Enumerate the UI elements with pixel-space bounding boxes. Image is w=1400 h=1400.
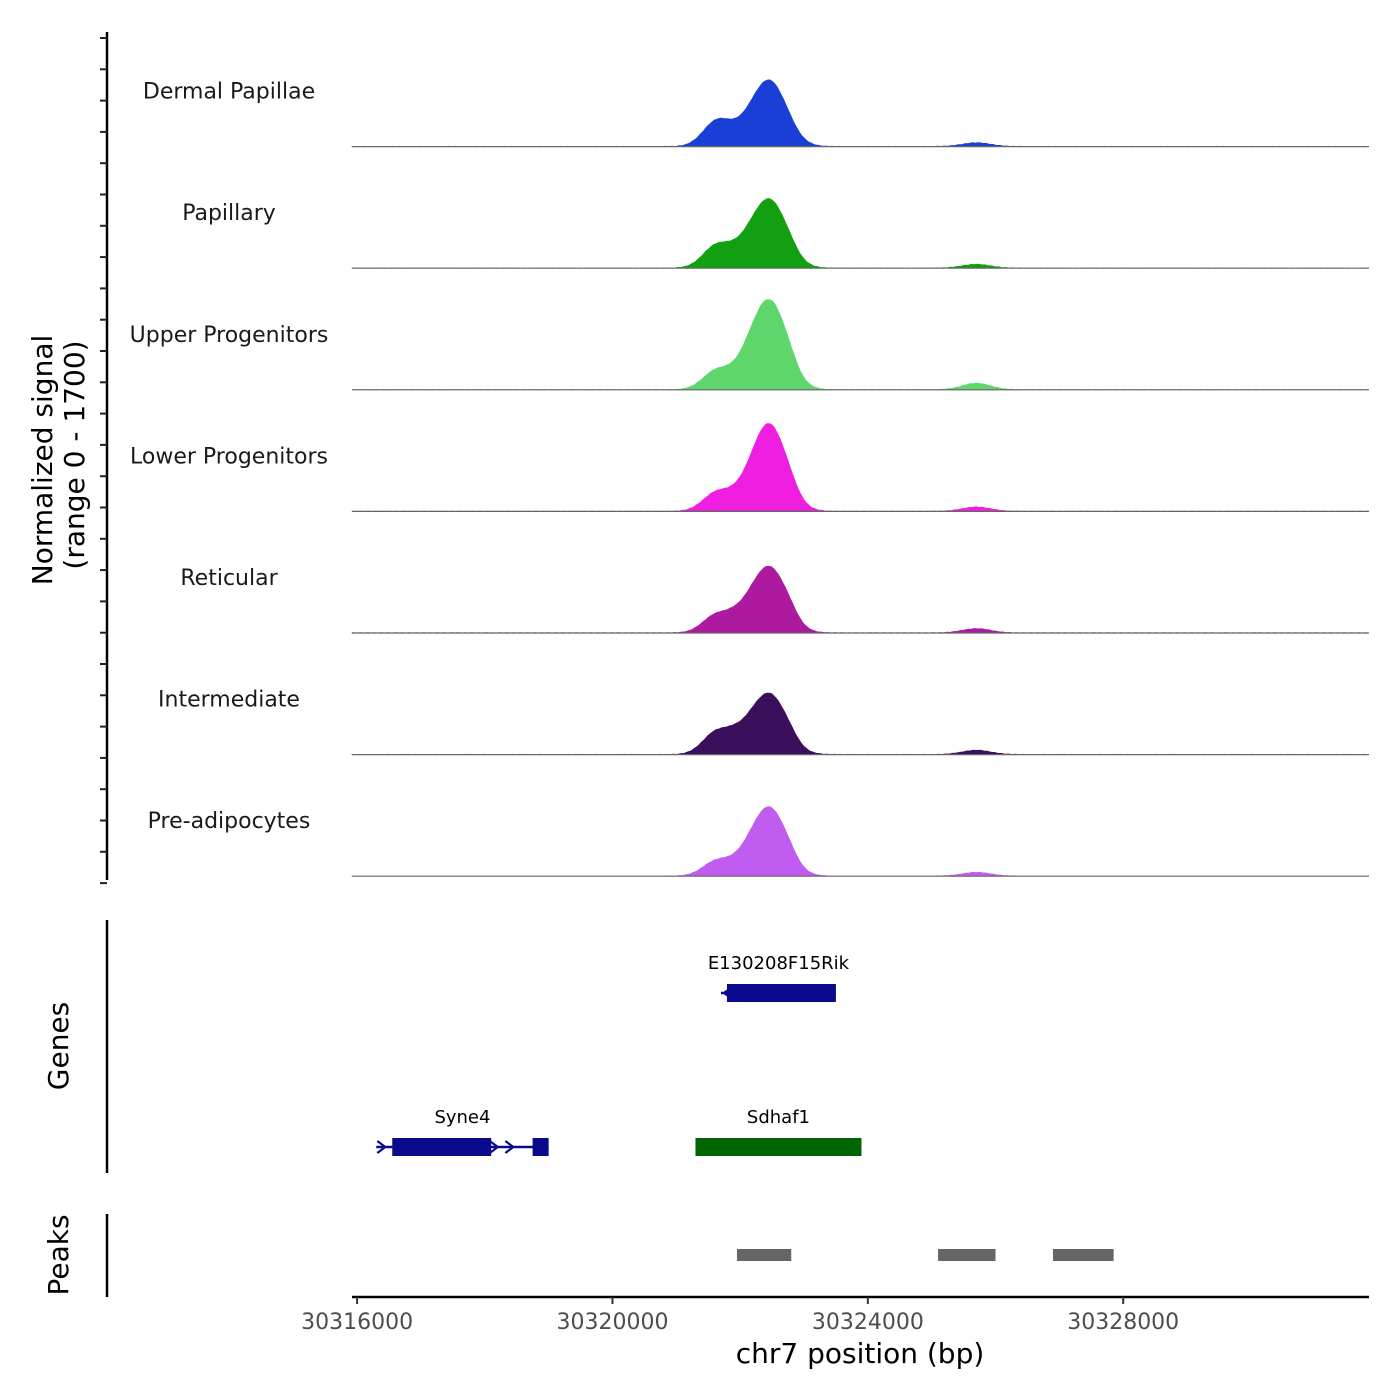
coverage-track: Upper Progenitors [130, 299, 1370, 391]
coverage-area [351, 79, 1370, 147]
peaks-panel-title: Peaks [42, 1214, 75, 1295]
peak-bar [736, 1249, 792, 1261]
gene-models: E130208F15Rik Syne4 Sdhaf1 [376, 953, 862, 1156]
coverage-track: Lower Progenitors [130, 423, 1370, 512]
gene-exon [727, 984, 836, 1002]
strand-arrow [504, 1140, 516, 1154]
x-axis-title: chr7 position (bp) [736, 1337, 985, 1370]
x-tick-label: 30328000 [1067, 1310, 1179, 1335]
peak-regions [736, 1249, 1114, 1261]
x-tick-label: 30316000 [301, 1310, 413, 1335]
peak-bar [938, 1249, 996, 1261]
coverage-track: Dermal Papillae [143, 79, 1370, 148]
gene-exon [695, 1138, 862, 1156]
coverage-area [351, 806, 1370, 877]
genes-panel: Genes E130208F15Rik Syne4 Sdhaf1 [42, 920, 862, 1173]
track-label: Intermediate [158, 688, 300, 713]
peaks-panel: Peaks [42, 1214, 1114, 1297]
gene-model: Syne4 [376, 1107, 549, 1156]
gene-exon [392, 1138, 492, 1156]
coverage-area [351, 692, 1369, 755]
gene-label: Syne4 [434, 1107, 490, 1128]
gene-model: E130208F15Rik [708, 953, 850, 1002]
strand-arrow [489, 1140, 500, 1154]
gene-label: Sdhaf1 [747, 1107, 810, 1128]
coverage-y-axis-range: (range 0 - 1700) [58, 340, 91, 569]
gene-exon [532, 1138, 549, 1156]
track-label: Upper Progenitors [130, 323, 329, 348]
gene-model: Sdhaf1 [695, 1107, 862, 1156]
track-label: Pre-adipocytes [148, 809, 311, 834]
track-label: Papillary [182, 201, 276, 226]
coverage-track: Pre-adipocytes [148, 806, 1370, 877]
track-label: Lower Progenitors [130, 444, 328, 469]
strand-arrow [722, 986, 733, 1000]
coverage-track: Reticular [180, 565, 1370, 634]
coverage-tracks: Dermal Papillae Papillary Upper Progenitor… [130, 79, 1370, 877]
coverage-area [351, 565, 1370, 634]
coverage-y-axis-title: Normalized signal [26, 335, 59, 586]
coverage-area [351, 423, 1370, 512]
gene-label: E130208F15Rik [708, 953, 850, 974]
x-tick-label: 30324000 [812, 1310, 924, 1335]
track-label: Reticular [180, 566, 278, 591]
strand-arrow [376, 1140, 388, 1154]
coverage-area [351, 198, 1370, 269]
coverage-area [351, 299, 1370, 391]
coverage-panel: Normalized signal (range 0 - 1700) Derma… [26, 32, 1370, 885]
x-axis-ticks: 30316000 30320000 30324000 30328000 [301, 1297, 1179, 1335]
peak-bar [1052, 1249, 1114, 1261]
coverage-track: Papillary [182, 198, 1370, 269]
genes-panel-title: Genes [42, 1002, 75, 1090]
x-axis: 30316000 30320000 30324000 30328000 chr7 po… [301, 1295, 1369, 1370]
coverage-y-ticks [100, 37, 107, 885]
track-label: Dermal Papillae [143, 80, 315, 105]
coverage-track: Intermediate [158, 688, 1369, 756]
x-tick-label: 30320000 [556, 1310, 668, 1335]
